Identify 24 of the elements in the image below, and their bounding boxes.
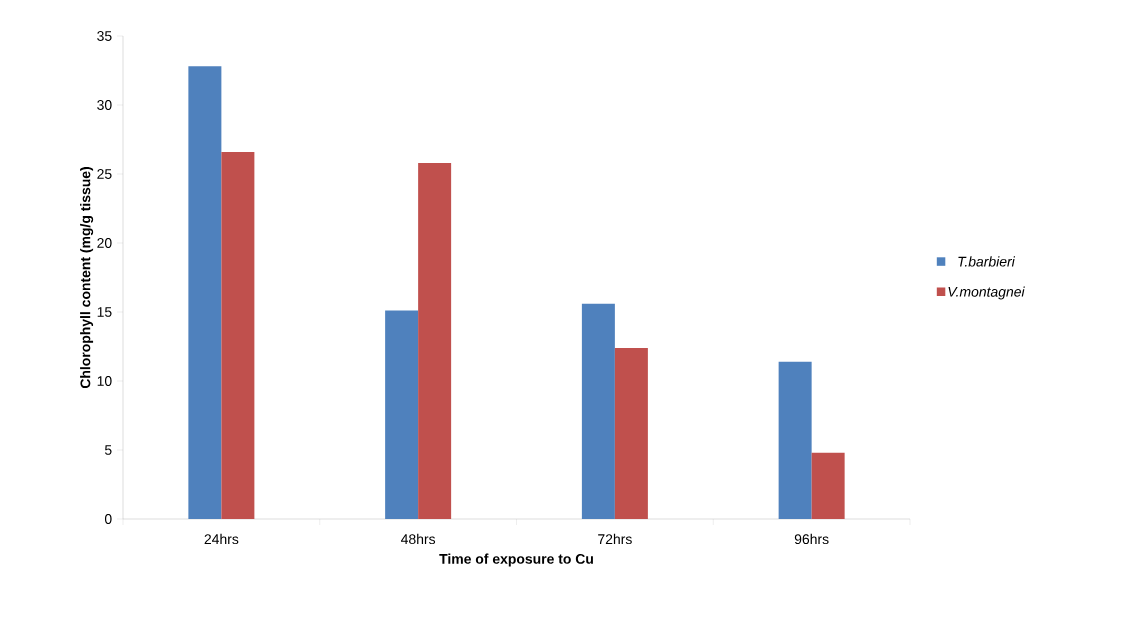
x-tick-label: 72hrs <box>598 533 632 545</box>
bar <box>418 162 452 519</box>
bar <box>385 310 419 519</box>
y-tick-label: 5 <box>104 445 112 455</box>
x-tick-label: 24hrs <box>204 533 239 545</box>
x-tick-label: 48hrs <box>401 533 436 545</box>
y-tick-label: 25 <box>97 169 112 179</box>
y-tick-label: 35 <box>97 31 112 41</box>
bar <box>188 66 222 519</box>
legend-label: V.montagnei <box>948 286 1025 300</box>
y-tick-label: 20 <box>97 238 112 248</box>
bar <box>581 303 615 519</box>
y-tick-label: 30 <box>97 100 112 110</box>
y-tick-label: 15 <box>97 307 112 317</box>
y-tick-label: 10 <box>97 376 112 386</box>
y-axis-title: Chlorophyll content (mg/g tissue) <box>80 166 94 389</box>
legend-label: T.barbieri <box>958 256 1016 267</box>
y-tick-label: 0 <box>104 514 112 524</box>
bar <box>811 452 845 519</box>
bar <box>778 361 812 519</box>
bar <box>614 347 648 519</box>
x-axis-title: Time of exposure to Cu <box>439 553 593 567</box>
bar <box>221 151 255 519</box>
x-tick-label: 96hrs <box>794 533 829 545</box>
